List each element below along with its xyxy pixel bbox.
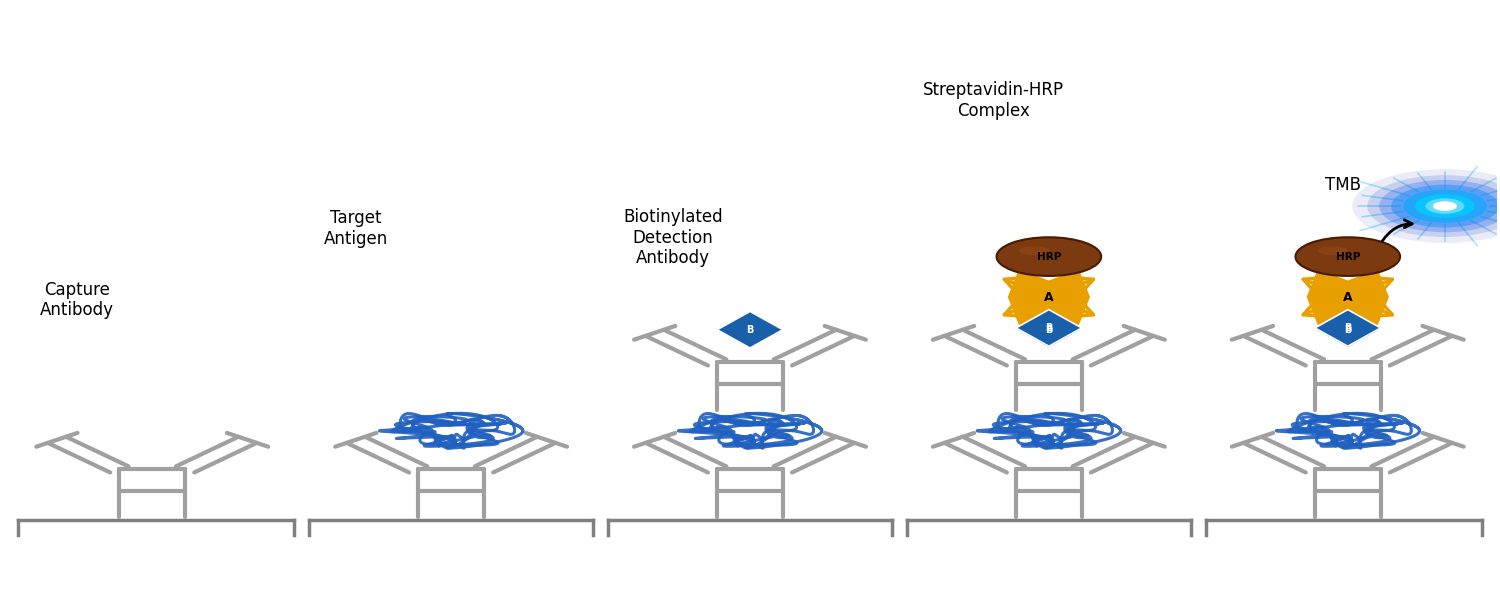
Ellipse shape — [996, 237, 1101, 276]
Text: A: A — [1342, 290, 1353, 304]
Circle shape — [1432, 202, 1456, 211]
Circle shape — [1353, 169, 1500, 243]
Circle shape — [1414, 194, 1474, 218]
Polygon shape — [717, 311, 783, 348]
Polygon shape — [1016, 310, 1082, 346]
Text: B: B — [747, 325, 753, 335]
Text: TMB: TMB — [1326, 176, 1362, 194]
Text: B: B — [1046, 325, 1053, 335]
Ellipse shape — [1296, 237, 1400, 276]
Circle shape — [1366, 175, 1500, 237]
Circle shape — [1432, 202, 1456, 211]
Text: Biotinylated
Detection
Antibody: Biotinylated Detection Antibody — [622, 208, 723, 268]
Ellipse shape — [1019, 246, 1048, 255]
Text: Target
Antigen: Target Antigen — [324, 209, 388, 248]
Text: HRP: HRP — [1036, 251, 1060, 262]
Text: A: A — [1044, 290, 1053, 304]
Polygon shape — [1316, 310, 1380, 346]
Text: HRP: HRP — [1335, 251, 1360, 262]
Circle shape — [1378, 180, 1500, 232]
Polygon shape — [1316, 311, 1380, 348]
Text: Capture
Antibody: Capture Antibody — [40, 281, 114, 319]
Text: B: B — [1046, 323, 1053, 333]
Circle shape — [1390, 185, 1498, 227]
Text: B: B — [1344, 323, 1352, 333]
Circle shape — [1402, 190, 1486, 223]
Polygon shape — [1016, 311, 1082, 348]
Ellipse shape — [1318, 246, 1348, 255]
Text: Streptavidin-HRP
Complex: Streptavidin-HRP Complex — [924, 82, 1065, 120]
Circle shape — [1425, 199, 1464, 214]
Text: B: B — [1344, 325, 1352, 335]
